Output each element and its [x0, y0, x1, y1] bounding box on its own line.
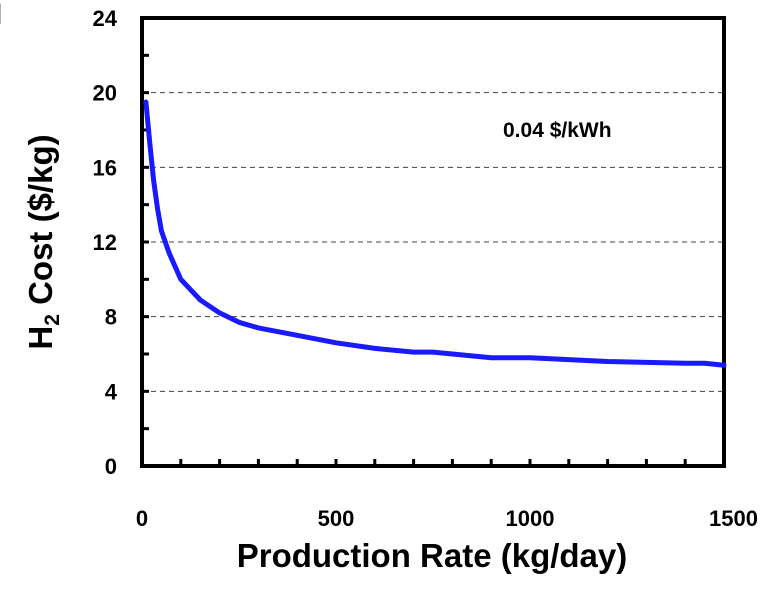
- panel-letter: I: [0, 0, 2, 31]
- y-axis-title-main: H: [22, 326, 59, 350]
- y-axis-title-rest: Cost ($/kg): [22, 134, 59, 314]
- tick-labels: 0 4 8 12 16 20 24 0 500 1000 1500: [93, 6, 758, 531]
- y-tick-label-24: 24: [93, 6, 118, 31]
- y-tick-label-8: 8: [105, 305, 117, 330]
- y-tick-label-20: 20: [93, 81, 117, 106]
- grid: [142, 93, 724, 392]
- y-axis-title: H2 Cost ($/kg): [22, 134, 64, 349]
- x-tick-label-500: 500: [318, 506, 355, 531]
- ticks: [142, 55, 685, 466]
- x-tick-label-1000: 1000: [506, 506, 555, 531]
- annotation: 0.04 $/kWh: [503, 119, 612, 142]
- x-axis-title: Production Rate (kg/day): [237, 537, 628, 574]
- y-tick-label-0: 0: [105, 454, 117, 479]
- x-tick-label-1500: 1500: [709, 506, 758, 531]
- y-tick-label-12: 12: [93, 230, 117, 255]
- y-axis-title-sub: 2: [41, 314, 64, 326]
- y-tick-label-16: 16: [93, 155, 117, 180]
- x-tick-label-0: 0: [136, 506, 148, 531]
- y-tick-label-4: 4: [105, 379, 118, 404]
- series-line: [146, 102, 724, 365]
